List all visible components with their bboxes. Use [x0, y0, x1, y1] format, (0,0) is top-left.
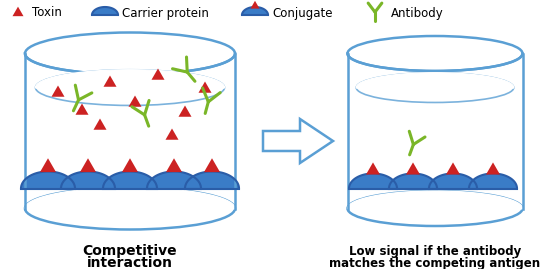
Polygon shape — [75, 104, 89, 115]
Polygon shape — [61, 172, 115, 189]
Polygon shape — [92, 7, 118, 15]
Polygon shape — [185, 172, 239, 189]
Ellipse shape — [25, 187, 235, 229]
Polygon shape — [486, 162, 500, 175]
Polygon shape — [147, 172, 201, 189]
Polygon shape — [389, 174, 437, 189]
Polygon shape — [129, 95, 141, 107]
Text: matches the competing antigen: matches the competing antigen — [329, 257, 541, 269]
Polygon shape — [263, 119, 333, 163]
Polygon shape — [242, 7, 268, 15]
Text: Competitive: Competitive — [82, 244, 177, 258]
Polygon shape — [94, 118, 107, 130]
Text: Conjugate: Conjugate — [272, 6, 333, 19]
Polygon shape — [366, 162, 380, 175]
Polygon shape — [204, 158, 220, 172]
Text: Carrier protein: Carrier protein — [122, 6, 209, 19]
Polygon shape — [52, 86, 64, 97]
Polygon shape — [21, 172, 75, 189]
Polygon shape — [40, 158, 56, 172]
Polygon shape — [429, 174, 477, 189]
Polygon shape — [250, 1, 260, 9]
Text: interaction: interaction — [87, 256, 173, 269]
Polygon shape — [25, 187, 235, 208]
Polygon shape — [446, 162, 460, 175]
Text: Low signal if the antibody: Low signal if the antibody — [349, 245, 521, 257]
Polygon shape — [166, 158, 182, 172]
Polygon shape — [348, 191, 522, 208]
Polygon shape — [36, 70, 224, 88]
Polygon shape — [103, 76, 117, 87]
Polygon shape — [179, 105, 191, 117]
Polygon shape — [469, 174, 517, 189]
Polygon shape — [122, 158, 138, 172]
Polygon shape — [25, 33, 235, 54]
Text: Antibody: Antibody — [391, 6, 444, 19]
Polygon shape — [349, 174, 397, 189]
Bar — [348, 54, 522, 208]
Ellipse shape — [348, 191, 522, 226]
Polygon shape — [199, 82, 212, 93]
Polygon shape — [80, 158, 96, 172]
Text: Toxin: Toxin — [32, 6, 62, 19]
Polygon shape — [406, 162, 420, 175]
Polygon shape — [356, 73, 514, 88]
Polygon shape — [151, 69, 164, 80]
Polygon shape — [103, 172, 157, 189]
Polygon shape — [13, 7, 24, 16]
Polygon shape — [166, 129, 179, 140]
Bar — [25, 54, 235, 208]
Polygon shape — [348, 36, 522, 54]
